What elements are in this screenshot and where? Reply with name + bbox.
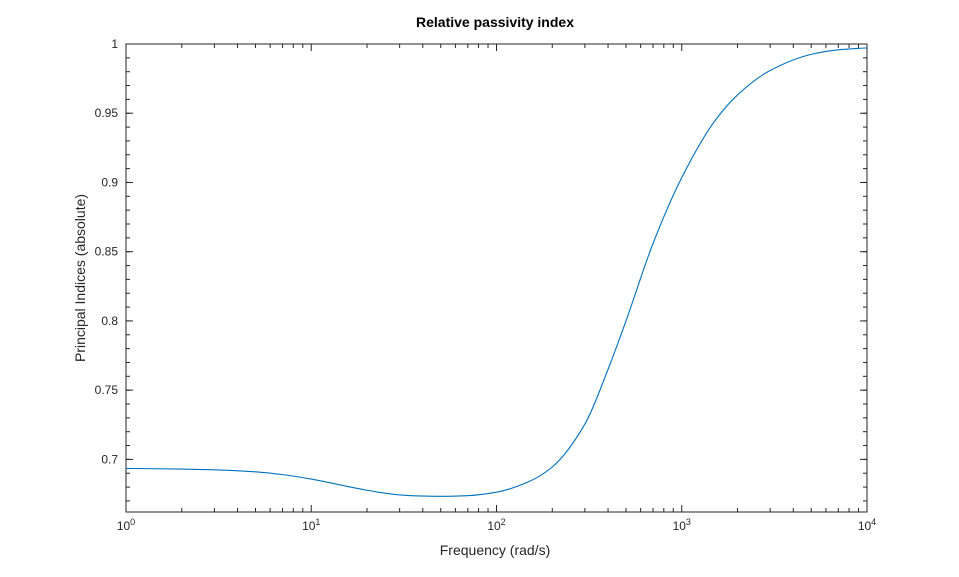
y-tick-label: 0.7: [101, 452, 118, 466]
y-tick-label: 0.85: [95, 245, 119, 259]
y-tick-label: 0.9: [101, 175, 118, 189]
y-tick-label: 1: [111, 37, 118, 51]
x-tick-label: 103: [673, 517, 691, 533]
x-tick-label: 104: [858, 517, 876, 533]
chart-title: Relative passivity index: [416, 14, 574, 30]
x-tick-label: 101: [302, 517, 320, 533]
y-axis-label: Principal Indices (absolute): [72, 194, 88, 362]
x-tick-label: 102: [487, 517, 505, 533]
x-axis-label: Frequency (rad/s): [440, 542, 550, 558]
minor-ticks: [126, 43, 867, 512]
y-tick-label: 0.8: [101, 314, 118, 328]
y-tick-label: 0.75: [95, 383, 119, 397]
x-axis: 100 101 102 103 104: [117, 44, 876, 533]
y-axis: 0.7 0.75 0.8 0.85 0.9 0.95 1: [95, 37, 867, 466]
series-line: [125, 47, 868, 497]
y-tick-label: 0.95: [95, 106, 119, 120]
plot-area: [125, 43, 868, 513]
x-tick-label: 100: [117, 517, 135, 533]
